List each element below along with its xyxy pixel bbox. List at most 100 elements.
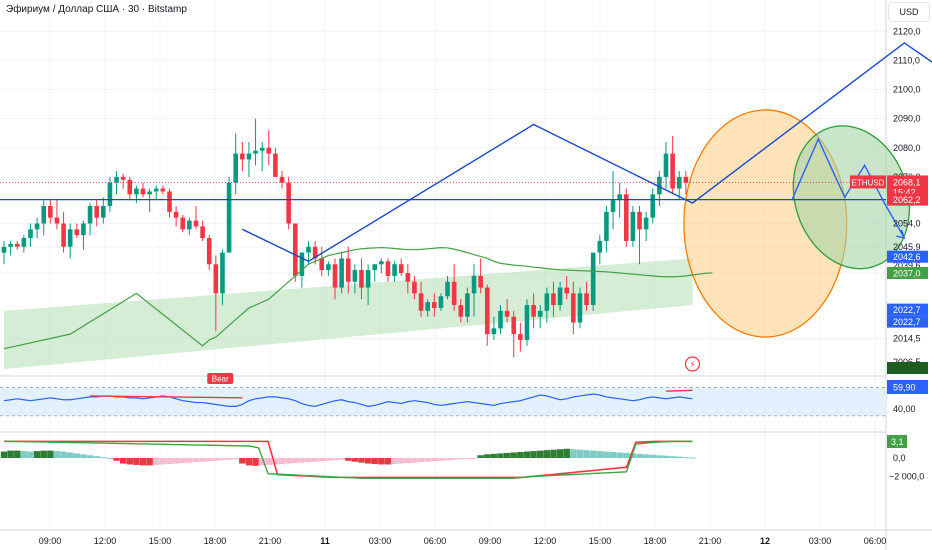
currency-button[interactable]: USD bbox=[888, 2, 930, 22]
rsi-tick: 40,00 bbox=[893, 404, 916, 414]
price-tick: 2090,0 bbox=[893, 114, 921, 124]
candle-body bbox=[200, 226, 205, 239]
cloud-band bbox=[4, 258, 693, 370]
histogram-bar bbox=[503, 452, 511, 458]
candle-body bbox=[504, 310, 510, 317]
candle-body bbox=[193, 220, 199, 227]
histogram-bar bbox=[570, 449, 577, 458]
time-tick: 21:00 bbox=[259, 536, 282, 546]
cloud-area bbox=[4, 258, 693, 370]
candle-body bbox=[657, 176, 662, 195]
hist-value-text: 3,1 bbox=[891, 437, 904, 447]
candle-body bbox=[180, 217, 186, 230]
hist-tick: −2 000,0 bbox=[889, 471, 924, 481]
candle-body bbox=[312, 246, 318, 259]
candle-body bbox=[8, 243, 13, 247]
candle-body bbox=[670, 153, 675, 189]
price-label-box bbox=[887, 362, 928, 374]
histogram-bar bbox=[484, 454, 491, 458]
candle-body bbox=[266, 147, 272, 154]
histogram-bar bbox=[530, 451, 537, 458]
candle-body bbox=[392, 264, 397, 276]
histogram-bar bbox=[338, 458, 345, 460]
candle-body bbox=[220, 252, 225, 294]
candle-body bbox=[345, 258, 351, 282]
candle-body bbox=[246, 153, 252, 160]
histogram-bar bbox=[232, 458, 239, 460]
histogram-bar bbox=[20, 451, 28, 458]
candle-body bbox=[160, 188, 166, 192]
histogram-bar bbox=[298, 458, 306, 463]
histogram-bar bbox=[179, 458, 186, 464]
histogram-bar bbox=[576, 449, 584, 458]
price-label-text: 2022,7 bbox=[893, 305, 921, 315]
time-axis[interactable]: 09:00 12:00 15:00 18:00 21:00 11 03:00 06:00 09:… bbox=[39, 536, 887, 546]
candle-body bbox=[564, 287, 569, 294]
candle-body bbox=[597, 240, 603, 253]
histogram-bar bbox=[649, 454, 656, 458]
lightning-icon bbox=[684, 356, 701, 372]
candle-body bbox=[352, 270, 358, 282]
time-tick: 12 bbox=[760, 536, 770, 546]
candle-body bbox=[233, 153, 238, 183]
candle-body bbox=[306, 246, 311, 253]
candle-body bbox=[253, 150, 258, 154]
histogram-bar bbox=[629, 453, 637, 458]
histogram-bar bbox=[40, 450, 47, 458]
candle-body bbox=[173, 211, 179, 218]
candle-body bbox=[617, 194, 622, 201]
price-label-text: 2062,2 bbox=[893, 195, 921, 205]
histogram-bar bbox=[384, 458, 392, 465]
candle-body bbox=[412, 281, 417, 294]
candle-body bbox=[87, 206, 93, 224]
candle-body bbox=[226, 182, 232, 253]
histogram-bar bbox=[457, 458, 464, 460]
price-axis[interactable]: 2120,02110,02100,02090,02080,02070,02054… bbox=[850, 26, 928, 481]
candle-body bbox=[299, 252, 305, 276]
candle-body bbox=[54, 217, 60, 224]
candle-body bbox=[332, 264, 338, 288]
rsi-divergence-line bbox=[90, 395, 243, 399]
price-label-text: 2042,6 bbox=[893, 252, 921, 262]
symbol-label: ETHUSD bbox=[852, 178, 885, 187]
ema-line bbox=[3, 247, 713, 350]
candle-body bbox=[610, 200, 616, 212]
histogram-bar bbox=[153, 458, 160, 465]
histogram-bar bbox=[543, 450, 551, 458]
candle-body bbox=[571, 293, 576, 323]
histogram-bar bbox=[371, 458, 378, 464]
histogram-bar bbox=[398, 458, 405, 464]
histogram-bar bbox=[33, 451, 41, 458]
histogram-bar bbox=[47, 450, 54, 458]
histogram-bar bbox=[464, 458, 471, 459]
histogram-bar bbox=[252, 458, 259, 466]
histogram-bar bbox=[537, 450, 544, 458]
candlestick-series[interactable] bbox=[1, 118, 689, 358]
histogram-bar bbox=[139, 458, 147, 466]
histogram-bar bbox=[272, 458, 279, 465]
candle-body bbox=[683, 176, 689, 183]
candle-body bbox=[524, 305, 530, 340]
candle-body bbox=[623, 194, 629, 241]
candle-body bbox=[134, 188, 139, 195]
last-price-label: 2068,1 bbox=[893, 177, 921, 187]
histogram-bar bbox=[417, 458, 425, 463]
candle-body bbox=[153, 188, 159, 192]
histogram-bar bbox=[676, 456, 683, 458]
candle-body bbox=[167, 191, 172, 212]
histogram-bar bbox=[437, 458, 445, 461]
histogram-bar bbox=[358, 458, 365, 463]
time-tick: 21:00 bbox=[699, 536, 722, 546]
histogram-bar bbox=[0, 451, 8, 458]
candle-body bbox=[147, 191, 152, 195]
price-tick: 2120,0 bbox=[893, 26, 921, 36]
price-tick: 2110,0 bbox=[893, 55, 920, 65]
time-tick: 15:00 bbox=[149, 536, 172, 546]
price-label-text: 2022,7 bbox=[893, 317, 921, 327]
candle-body bbox=[326, 264, 331, 271]
candle-body bbox=[676, 176, 682, 189]
last-price-label bbox=[887, 175, 928, 198]
symbol-label bbox=[850, 175, 886, 189]
candle-body bbox=[418, 293, 424, 311]
